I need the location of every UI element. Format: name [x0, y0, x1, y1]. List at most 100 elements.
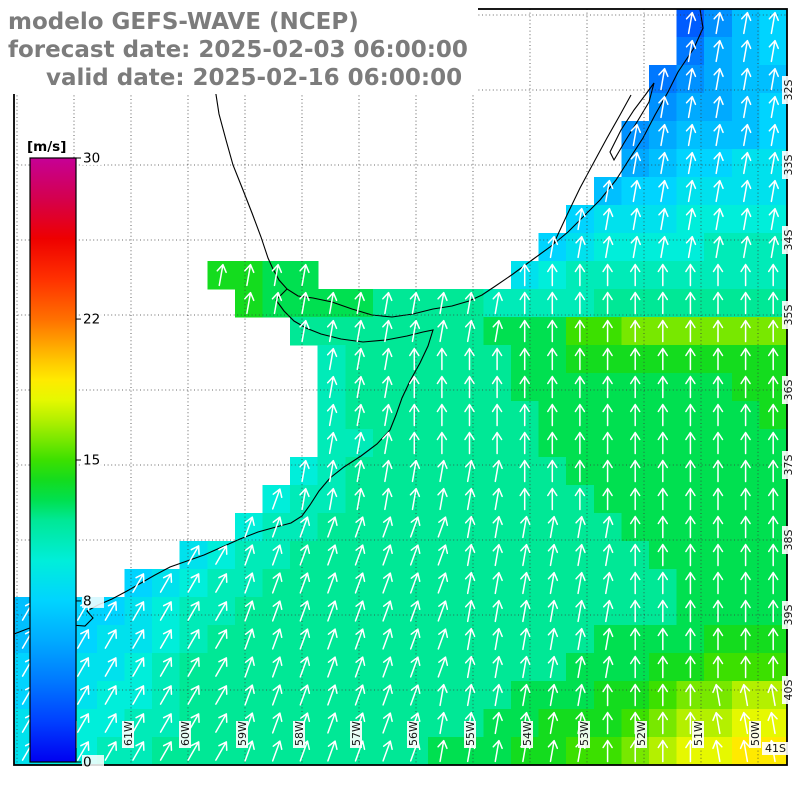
wind-arrow	[767, 459, 779, 483]
wind-arrow	[767, 599, 779, 623]
wind-arrow	[602, 459, 613, 483]
wind-arrow	[409, 516, 421, 538]
wind-arrow	[409, 403, 420, 427]
wind-arrow	[519, 291, 530, 315]
wind-arrow	[215, 601, 228, 621]
wind-arrow	[354, 319, 365, 343]
wind-arrow	[299, 516, 311, 538]
wind-arrow	[741, 39, 752, 63]
wind-arrow	[603, 207, 614, 231]
wind-arrow	[685, 151, 697, 175]
colorbar-tick-label: 0	[83, 755, 92, 771]
wind-arrow	[575, 599, 586, 623]
wind-arrow	[603, 599, 614, 623]
wind-arrow	[740, 487, 751, 511]
wind-arrow	[575, 515, 586, 539]
wind-arrow	[382, 431, 393, 455]
wind-arrow	[603, 571, 614, 595]
wind-arrow	[767, 431, 779, 455]
wind-arrow	[685, 683, 696, 707]
wind-arrow	[187, 601, 200, 621]
wind-arrow	[327, 572, 338, 594]
wind-arrow	[491, 403, 503, 427]
wind-arrow	[299, 572, 311, 594]
wind-arrow	[104, 713, 117, 733]
wind-arrow	[685, 39, 697, 63]
svg-text:52W: 52W	[635, 721, 648, 746]
wind-arrow	[603, 655, 614, 679]
wind-arrow	[768, 179, 779, 203]
wind-arrow	[354, 684, 366, 706]
wind-arrow	[132, 657, 145, 677]
wind-arrow	[132, 713, 145, 733]
wind-arrow	[657, 683, 669, 707]
wind-arrow	[602, 403, 613, 427]
wind-arrow	[740, 627, 751, 651]
svg-text:38S: 38S	[782, 529, 795, 550]
wind-arrow	[244, 600, 255, 622]
svg-text:57W: 57W	[350, 721, 363, 746]
svg-text:36S: 36S	[782, 379, 795, 400]
wind-arrow	[602, 683, 613, 707]
wind-arrow	[575, 655, 586, 679]
wind-arrow	[187, 657, 200, 677]
wind-arrow	[437, 683, 448, 707]
wind-arrows-layer	[21, 11, 779, 763]
wind-arrow	[464, 459, 476, 483]
wind-arrow	[740, 319, 751, 343]
wind-arrow	[547, 403, 558, 427]
wind-arrow	[437, 656, 449, 678]
wind-arrow	[629, 431, 641, 455]
wind-arrow	[327, 684, 338, 706]
wind-arrow	[685, 95, 697, 119]
wind-arrow	[740, 375, 751, 399]
wind-arrow	[602, 263, 613, 287]
lat-label: 38S	[782, 526, 795, 554]
wind-arrow	[574, 263, 586, 287]
lon-label: 58W	[293, 721, 306, 748]
lon-label: 59W	[236, 721, 249, 748]
wind-arrow	[739, 711, 751, 735]
wind-arrow	[299, 628, 311, 650]
wind-arrow	[713, 67, 724, 91]
wind-arrow	[768, 95, 779, 119]
wind-arrow	[492, 319, 503, 343]
wind-arrow	[767, 655, 779, 679]
wind-arrow	[547, 711, 559, 735]
wind-arrow	[382, 375, 393, 399]
wind-arrow	[657, 431, 669, 455]
wind-arrow	[685, 403, 696, 427]
wind-arrow	[629, 599, 641, 623]
wind-arrow	[575, 571, 586, 595]
wind-arrow	[244, 684, 255, 706]
wind-arrow	[382, 319, 393, 343]
lon-label: 61W	[122, 721, 135, 748]
wind-arrow	[409, 431, 420, 455]
wind-arrow	[740, 655, 751, 679]
lon-label: 57W	[350, 721, 363, 748]
wind-arrow	[492, 571, 503, 595]
wind-arrow	[547, 375, 558, 399]
wind-arrow	[739, 683, 751, 707]
wind-arrow	[492, 543, 503, 567]
wind-arrow	[685, 67, 697, 91]
wind-arrow	[685, 123, 697, 147]
wind-arrow	[658, 235, 669, 259]
wind-arrow	[603, 235, 614, 259]
lat-label: 33S	[782, 151, 795, 179]
wind-arrow	[629, 543, 641, 567]
wind-arrow	[685, 487, 696, 511]
wind-arrow	[215, 685, 228, 705]
coastline	[13, 8, 704, 635]
wind-arrow	[547, 543, 559, 567]
wind-arrow	[491, 375, 503, 399]
wind-arrow	[741, 11, 752, 35]
wind-arrow	[602, 487, 613, 511]
wind-arrow	[712, 515, 724, 539]
wind-arrow	[657, 291, 669, 315]
wind-arrow	[464, 291, 476, 315]
wind-arrow	[575, 207, 586, 231]
lat-label: 32S	[782, 76, 795, 104]
wind-arrow	[132, 685, 145, 705]
wind-arrow	[132, 573, 145, 593]
